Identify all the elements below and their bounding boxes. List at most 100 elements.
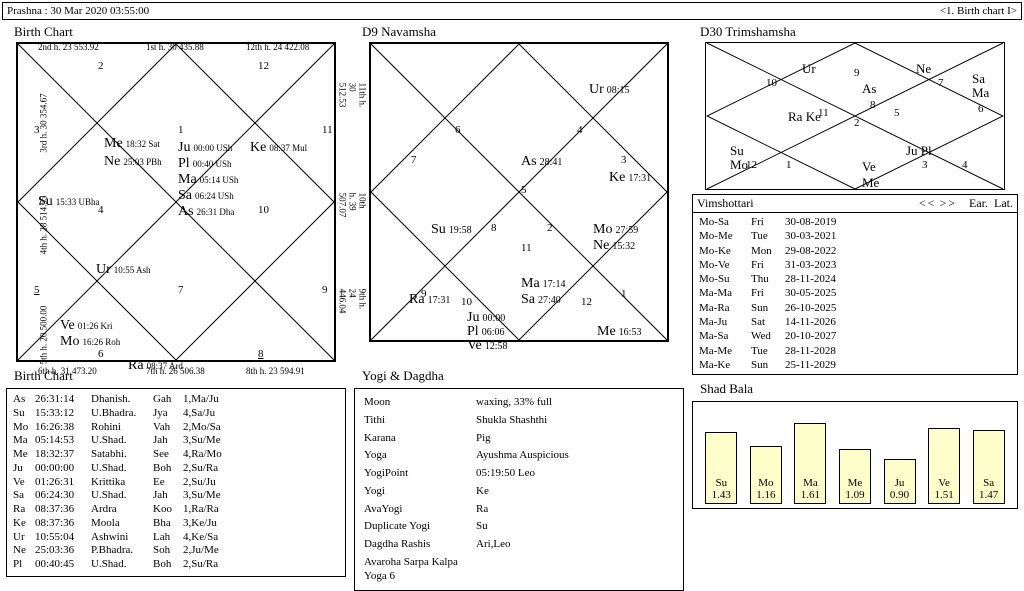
house-number: 5: [34, 284, 40, 296]
planet-label: Ve 01:26 Kri: [60, 318, 113, 334]
title-d1: Birth Chart: [14, 24, 346, 40]
bc-row: Ma05:14:53U.Shad.Jah3,Su/Me: [13, 434, 339, 448]
yogi-row: Duplicate YogiSu: [363, 519, 675, 535]
planet-label: Ur 10:55 Ash: [96, 262, 151, 278]
house-number: 12: [258, 60, 269, 72]
planet-label: Mo 16:26 Roh: [60, 334, 120, 350]
header-right[interactable]: <1. Birth chart I>: [940, 3, 1017, 19]
dasha-row: Ma-SaWed20-10-2027: [699, 329, 1011, 343]
house-number: 11: [322, 124, 333, 136]
planet-label: Ra 17:31: [409, 292, 450, 308]
edge-label: 1st h. 30 435.88: [146, 42, 204, 52]
yogi-row: YogiKe: [363, 484, 675, 500]
dasha-prev-icon[interactable]: <<: [919, 196, 937, 210]
house-number: 8: [491, 222, 497, 234]
bc-row: Su15:33:12U.Bhadra.Jya4,Sa/Ju: [13, 407, 339, 421]
planet-label: Ne: [916, 61, 931, 77]
yogi-row: Avaroha Sarpa Kalpa Yoga 6: [363, 555, 675, 585]
planet-label: Ve 12:58: [467, 338, 508, 354]
title-d30: D30 Trimshamsha: [700, 24, 1018, 40]
edge-label: 6th h. 31 473.20: [38, 366, 97, 376]
house-number: 7: [178, 284, 184, 296]
planet-label: Ju 00:00 USh: [178, 140, 232, 156]
shadbala-bar: Me1.09: [839, 449, 871, 504]
house-number: 5: [894, 107, 900, 119]
dasha-ear[interactable]: Ear.: [969, 196, 988, 210]
birthchart-data: As26:31:14Dhanish.Gah1,Ma/JuSu15:33:12U.…: [6, 388, 346, 577]
house-number: 10: [258, 204, 269, 216]
dasha-data: Mo-SaFri30-08-2019Mo-MeTue30-03-2021Mo-K…: [692, 213, 1018, 375]
dasha-row: Ma-JuSat14-11-2026: [699, 315, 1011, 329]
planet-label: Ve: [862, 159, 876, 175]
house-number: 3: [34, 124, 40, 136]
house-number: 12: [581, 296, 592, 308]
planet-label: As 26:31 Dha: [178, 204, 234, 220]
planet-label: Sa 27:40: [521, 292, 561, 308]
house-number: 3: [922, 159, 928, 171]
bc-row: Ur10:55:04AshwiniLah4,Ke/Sa: [13, 531, 339, 545]
bc-row: Ju00:00:00U.Shad.Boh2,Su/Ra: [13, 462, 339, 476]
house-number: 8: [870, 99, 876, 111]
shadbala-bar: Sa1.47: [973, 430, 1005, 504]
planet-label: Sa 06:24 USh: [178, 188, 234, 204]
house-number: 11: [521, 242, 532, 254]
dasha-next-icon[interactable]: >>: [939, 196, 957, 210]
edge-label: 5th h. 20 500.00: [38, 306, 48, 365]
yogi-row: YogiPoint05:19:50 Leo: [363, 466, 675, 482]
house-number: 10: [766, 77, 777, 89]
planet-label: Ke 08:37 Mul: [250, 140, 307, 156]
planet-label: Ma 05:14 USh: [178, 172, 238, 188]
planet-label: Su 15:33 UBha: [38, 194, 100, 210]
bc-row: Me18:32:37Satabhi.See4,Ra/Mo: [13, 448, 339, 462]
shadbala-bar: Ma1.61: [794, 423, 826, 504]
yogi-row: Dagdha RashisAri,Leo: [363, 537, 675, 553]
yogi-row: AvaYogiRa: [363, 502, 675, 518]
bc-row: Ve01:26:31KrittikaEe2,Su/Ju: [13, 476, 339, 490]
house-number: 5: [521, 184, 527, 196]
bc-row: Ke08:37:36MoolaBha3,Ke/Ju: [13, 517, 339, 531]
house-number: 6: [455, 124, 461, 136]
house-number: 9: [322, 284, 328, 296]
planet-label: Ne 25:03 PBh: [104, 154, 162, 170]
planet-label: Me 18:32 Sat: [104, 136, 160, 152]
edge-label: 2nd h. 23 553.92: [38, 42, 99, 52]
edge-label: 12th h. 24 422.08: [246, 42, 309, 52]
yogi-row: KaranaPig: [363, 431, 675, 447]
dasha-row: Ma-KeSun25-11-2029: [699, 358, 1011, 372]
house-number: 7: [938, 77, 944, 89]
house-number: 2: [547, 222, 553, 234]
dasha-row: Ma-RaSun26-10-2025: [699, 301, 1011, 315]
bc-row: Ra08:37:36ArdraKoo1,Ra/Ra: [13, 503, 339, 517]
edge-label: 9th h. 24 446.04: [337, 289, 367, 314]
title-dasha: Vimshottari: [697, 196, 754, 211]
planet-label: Mo 27:59: [593, 222, 638, 238]
dasha-row: Mo-VeFri31-03-2023: [699, 258, 1011, 272]
house-number: 1: [786, 159, 792, 171]
dasha-row: Mo-MeTue30-03-2021: [699, 229, 1011, 243]
bc-row: As26:31:14Dhanish.Gah1,Ma/Ju: [13, 393, 339, 407]
title-yogi: Yogi & Dagdha: [362, 368, 684, 384]
shadbala-bar: Mo1.16: [750, 446, 782, 504]
chart-d9: 675438211910121Ur 08:15As 28:41Ke 17:31S…: [369, 42, 669, 342]
planet-label: As: [862, 81, 876, 97]
column-right: D30 Trimshamsha 109761185212134UrNeSaMaA…: [692, 22, 1018, 591]
dasha-row: Mo-KeMon29-08-2022: [699, 244, 1011, 258]
title-d9: D9 Navamsha: [362, 24, 684, 40]
shadbala-chart: Su1.43Mo1.16Ma1.61Me1.09Ju0.90Ve1.51Sa1.…: [692, 401, 1018, 509]
bc-row: Sa06:24:30U.Shad.Jah3,Su/Me: [13, 489, 339, 503]
edge-label: 11th h. 30 512.53: [337, 83, 367, 108]
house-number: 8: [258, 348, 264, 360]
chart-d30: 109761185212134UrNeSaMaAsRa KeJu PlSuMoV…: [705, 42, 1005, 190]
edge-label: 3rd h. 30 354.67: [39, 93, 49, 152]
planet-label: Ma 17:14: [521, 276, 565, 292]
house-number: 7: [411, 154, 417, 166]
chart-d1: 2nd h. 23 553.92 1st h. 30 435.88 12th h. …: [16, 42, 336, 362]
planet-label: Su 19:58: [431, 222, 472, 238]
planet-label: Ra Ke: [788, 109, 821, 125]
bc-row: Ne25:03:36P.Bhadra.Soh2,Ju/Me: [13, 544, 339, 558]
house-number: 1: [178, 124, 184, 136]
dasha-row: Mo-SaFri30-08-2019: [699, 215, 1011, 229]
dasha-lat[interactable]: Lat.: [994, 196, 1013, 210]
edge-label: 10th h. 39 507.07: [337, 193, 367, 218]
bc-row: Mo16:26:38RohiniVah2,Mo/Sa: [13, 421, 339, 435]
